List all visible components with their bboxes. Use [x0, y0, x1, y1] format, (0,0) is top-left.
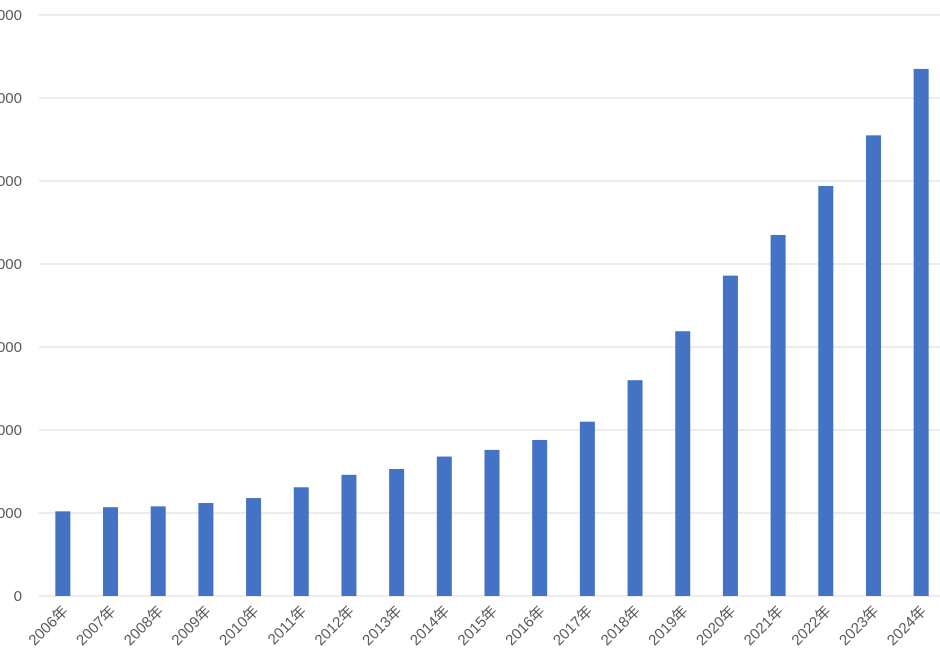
y-tick-label: 2000	[0, 422, 22, 439]
bar	[389, 469, 405, 596]
bar	[150, 506, 166, 596]
bar	[532, 439, 548, 596]
bar	[293, 487, 309, 596]
x-tick-label: 2019年	[645, 603, 691, 649]
bar	[246, 498, 262, 596]
bar	[579, 421, 595, 596]
bar	[55, 511, 71, 596]
bar	[770, 234, 786, 596]
x-tick-label: 2015年	[455, 603, 501, 649]
x-tick-label: 2020年	[693, 603, 739, 649]
bar	[913, 68, 929, 596]
y-tick-label: 3000	[0, 339, 22, 356]
y-tick-label: 0	[14, 588, 22, 605]
x-tick-label: 2017年	[550, 603, 596, 649]
x-tick-label: 2013年	[359, 603, 405, 649]
bar	[341, 474, 357, 596]
bar	[103, 507, 119, 596]
bar	[722, 275, 738, 596]
bar	[484, 449, 500, 596]
x-tick-label: 2014年	[407, 603, 453, 649]
x-tick-label: 2024年	[884, 603, 930, 649]
x-tick-label: 2010年	[216, 603, 262, 649]
y-tick-label: 1000	[0, 505, 22, 522]
bar	[818, 185, 834, 597]
x-tick-label: 2016年	[502, 603, 548, 649]
bar	[627, 380, 643, 596]
x-tick-label: 2006年	[25, 603, 71, 649]
x-tick-label: 2018年	[598, 603, 644, 649]
bar	[436, 456, 452, 596]
bar	[675, 331, 691, 596]
x-tick-label: 2008年	[121, 603, 167, 649]
y-tick-label: 6000	[0, 90, 22, 107]
x-tick-label: 2023年	[836, 603, 882, 649]
y-tick-label: 5000	[0, 173, 22, 190]
x-tick-label: 2012年	[312, 603, 358, 649]
y-tick-label: 4000	[0, 256, 22, 273]
bar	[198, 503, 214, 596]
x-tick-label: 2022年	[788, 603, 834, 649]
bar	[865, 135, 881, 596]
y-tick-label: 7000	[0, 7, 22, 24]
x-tick-label: 2009年	[168, 603, 214, 649]
x-tick-label: 2021年	[741, 603, 787, 649]
x-tick-label: 2011年	[265, 603, 310, 648]
x-tick-label: 2007年	[73, 603, 119, 649]
